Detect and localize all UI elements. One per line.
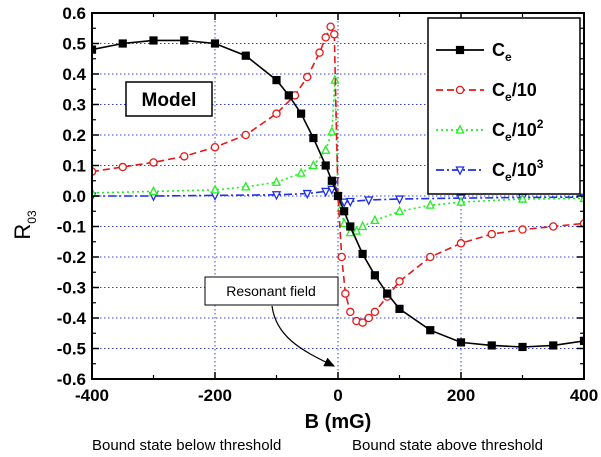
data-point — [211, 186, 218, 193]
y-tick-label: 0.3 — [62, 96, 86, 115]
data-point — [488, 342, 495, 349]
data-point — [327, 23, 334, 30]
data-point — [457, 198, 464, 205]
y-tick-label: -0.4 — [57, 309, 87, 328]
data-point — [310, 161, 317, 168]
data-point — [347, 198, 354, 205]
data-point — [328, 177, 335, 184]
y-tick-label: -0.1 — [57, 218, 86, 237]
y-tick-label: 0.5 — [62, 35, 86, 54]
data-point — [273, 178, 280, 185]
model-label: Model — [142, 90, 197, 111]
data-point — [371, 272, 378, 279]
data-point — [316, 49, 323, 56]
footer-right-caption: Bound state above threshold — [352, 437, 543, 454]
data-point — [396, 278, 403, 285]
data-point — [347, 308, 354, 315]
y-tick-label: 0.1 — [62, 157, 86, 176]
x-tick-label: 200 — [447, 386, 475, 405]
data-point — [427, 201, 434, 208]
data-point — [181, 153, 188, 160]
data-point — [519, 343, 526, 350]
x-tick-label: 400 — [570, 386, 598, 405]
footer-left-caption: Bound state below threshold — [92, 437, 281, 454]
y-tick-label: 0.0 — [62, 187, 86, 206]
data-point — [334, 192, 341, 199]
data-point — [342, 290, 349, 297]
data-point — [181, 37, 188, 44]
data-point — [457, 240, 464, 247]
x-axis-title: B (mG) — [305, 411, 372, 433]
legend-marker — [456, 46, 463, 53]
data-point — [396, 305, 403, 312]
x-tick-label: -200 — [198, 386, 232, 405]
data-point — [427, 327, 434, 334]
data-point — [550, 342, 557, 349]
data-point — [359, 222, 366, 229]
data-point — [298, 169, 305, 176]
data-point — [457, 339, 464, 346]
data-point — [322, 146, 329, 153]
data-point — [396, 207, 403, 214]
data-point — [328, 128, 335, 135]
data-point — [150, 37, 157, 44]
data-point — [242, 183, 249, 190]
data-point — [365, 314, 372, 321]
data-point — [150, 159, 157, 166]
data-point — [273, 110, 280, 117]
data-point — [371, 308, 378, 315]
legend-label: Ce/102 — [492, 117, 544, 144]
x-tick-label: 0 — [333, 386, 342, 405]
data-point — [211, 40, 218, 47]
y-tick-label: -0.2 — [57, 248, 86, 267]
data-point — [273, 77, 280, 84]
data-point — [211, 144, 218, 151]
y-axis-title: R03 — [10, 210, 39, 240]
data-point — [365, 197, 372, 204]
data-point — [347, 223, 354, 230]
data-point — [119, 163, 126, 170]
data-point — [119, 40, 126, 47]
data-point — [427, 253, 434, 260]
legend-marker — [456, 86, 463, 93]
data-point — [322, 34, 329, 41]
data-point — [285, 92, 292, 99]
data-point — [331, 31, 338, 38]
legend-label: Ce/103 — [492, 157, 544, 184]
data-point — [322, 188, 329, 195]
y-tick-label: -0.3 — [57, 279, 86, 298]
data-point — [242, 52, 249, 59]
data-point — [273, 192, 280, 199]
data-point — [310, 134, 317, 141]
resonant-field-arrow — [272, 306, 334, 366]
legend: Ce Ce/10 Ce/102 Ce/103 — [428, 18, 580, 194]
data-point — [396, 196, 403, 203]
data-point — [298, 110, 305, 117]
y-tick-label: -0.5 — [57, 340, 86, 359]
data-point — [384, 290, 391, 297]
y-tick-label: 0.2 — [62, 126, 86, 145]
y-tick-label: -0.6 — [57, 370, 86, 389]
data-point — [519, 226, 526, 233]
data-point — [488, 231, 495, 238]
y-tick-label: 0.4 — [62, 65, 86, 84]
data-point — [322, 162, 329, 169]
data-point — [371, 216, 378, 223]
data-point — [242, 131, 249, 138]
y-tick-label: 0.6 — [62, 4, 86, 23]
data-point — [150, 187, 157, 194]
data-point — [550, 223, 557, 230]
resonant-field-label: Resonant field — [226, 283, 316, 299]
data-point — [341, 208, 348, 215]
data-point — [359, 250, 366, 257]
data-point — [304, 191, 311, 198]
data-point — [338, 253, 345, 260]
data-point — [304, 73, 311, 80]
